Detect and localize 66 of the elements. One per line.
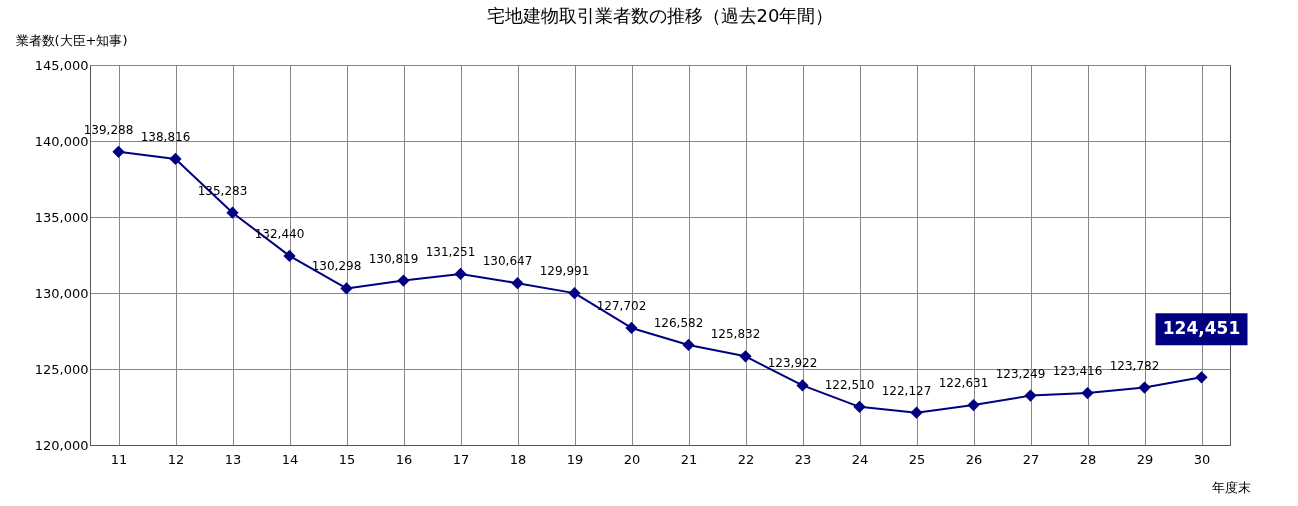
point xyxy=(1138,381,1151,394)
data-label: 123,782 xyxy=(1109,358,1160,373)
y-tick-label: 125,000 xyxy=(34,361,89,377)
x-tick-label: 19 xyxy=(566,451,584,467)
chart-title: 宅地建物取引業者数の推移（過去20年間） xyxy=(486,5,834,26)
y-tick-label: 145,000 xyxy=(34,57,89,73)
data-label: 127,702 xyxy=(596,298,647,313)
x-tick-label: 20 xyxy=(623,451,641,467)
x-tick-label: 15 xyxy=(338,451,356,467)
x-tick-label: 29 xyxy=(1136,451,1154,467)
x-tick-label: 11 xyxy=(110,451,128,467)
x-axis-title: 年度末 xyxy=(1211,479,1251,495)
data-label: 138,816 xyxy=(140,130,191,144)
y-tick-label: 140,000 xyxy=(34,133,89,149)
data-label: 122,127 xyxy=(881,383,932,398)
point xyxy=(739,350,752,363)
data-label: 123,922 xyxy=(767,356,818,371)
x-tick-label: 13 xyxy=(224,451,242,467)
x-tick-label: 25 xyxy=(908,451,926,467)
point xyxy=(1024,389,1037,402)
point xyxy=(796,379,809,392)
data-label: 124,451 xyxy=(1162,318,1241,339)
x-tick-label: 22 xyxy=(737,451,755,467)
point xyxy=(682,338,695,352)
y-tick-label: 130,000 xyxy=(34,285,89,301)
y-tick-label: 120,000 xyxy=(34,437,89,453)
y-axis-title: 業者数(大臣+知事) xyxy=(15,32,128,48)
x-tick-label: 23 xyxy=(794,451,812,467)
data-label: 125,832 xyxy=(710,327,761,342)
x-tick-label: 30 xyxy=(1193,451,1211,467)
point xyxy=(625,321,638,335)
point xyxy=(1081,386,1094,400)
point xyxy=(226,206,239,219)
data-label: 130,647 xyxy=(482,254,533,269)
x-tick-label: 14 xyxy=(281,451,299,467)
data-label: 130,298 xyxy=(311,259,362,274)
point xyxy=(397,274,410,287)
point xyxy=(853,400,866,413)
point xyxy=(967,398,980,412)
data-label: 122,510 xyxy=(824,377,875,392)
point xyxy=(454,267,467,281)
x-tick-label: 24 xyxy=(851,451,869,467)
point xyxy=(511,277,524,290)
x-tick-label: 18 xyxy=(509,451,527,467)
point xyxy=(1195,371,1208,384)
data-label: 123,416 xyxy=(1052,364,1103,379)
point xyxy=(910,406,923,419)
data-label: 129,991 xyxy=(539,264,590,279)
data-label: 131,251 xyxy=(425,244,476,259)
point xyxy=(568,287,581,300)
point xyxy=(283,249,296,263)
y-tick-label: 135,000 xyxy=(34,209,89,225)
point xyxy=(112,145,125,158)
x-tick-label: 21 xyxy=(680,451,698,467)
x-tick-label: 12 xyxy=(167,451,185,467)
point xyxy=(340,282,353,295)
data-label: 122,631 xyxy=(938,376,989,391)
x-tick-label: 27 xyxy=(1022,451,1040,467)
x-tick-label: 16 xyxy=(395,451,413,467)
point xyxy=(169,152,182,166)
data-label: 123,249 xyxy=(995,366,1046,381)
x-tick-label: 28 xyxy=(1079,451,1097,467)
x-tick-label: 26 xyxy=(965,451,983,467)
x-tick-label: 17 xyxy=(452,451,470,467)
data-label: 130,819 xyxy=(368,251,419,266)
data-label: 126,582 xyxy=(653,315,704,330)
